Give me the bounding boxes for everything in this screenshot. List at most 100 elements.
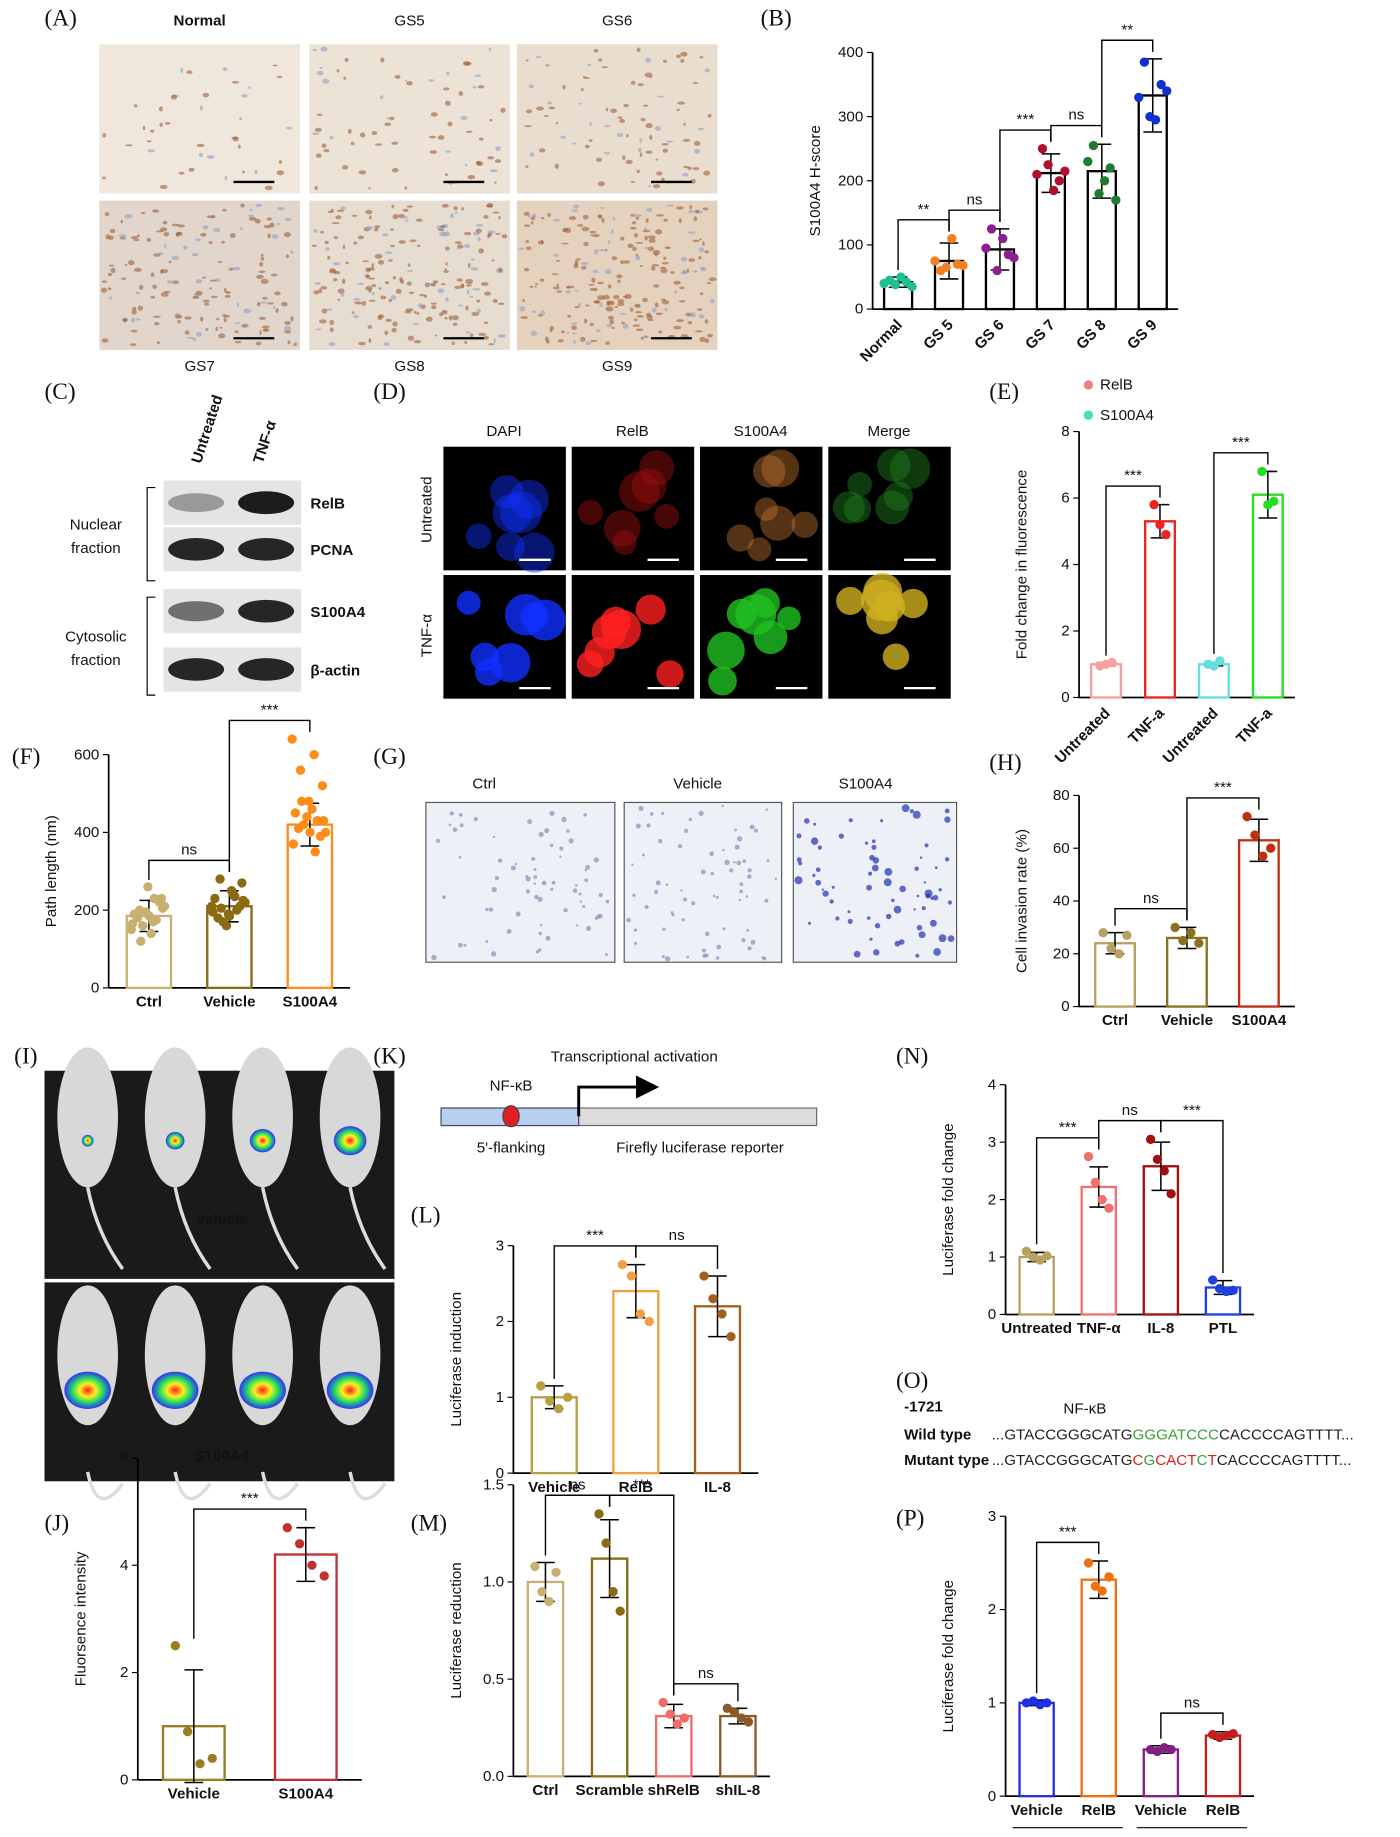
stain — [580, 87, 584, 92]
stain — [681, 918, 685, 922]
x-tick-label: RelB — [1206, 1802, 1241, 1819]
stain — [260, 278, 269, 285]
stain — [168, 260, 172, 264]
stain — [580, 336, 586, 343]
stain — [202, 92, 210, 98]
stain — [880, 819, 884, 823]
stain — [450, 213, 454, 219]
stain — [835, 916, 840, 921]
data-point — [288, 839, 299, 849]
stain — [707, 333, 713, 338]
data-point — [1106, 943, 1116, 954]
stain — [460, 115, 468, 121]
stain — [736, 836, 743, 842]
stain — [347, 128, 352, 134]
data-point — [1257, 466, 1267, 477]
significance-label: *** — [1124, 467, 1142, 484]
stain — [120, 277, 127, 280]
significance-bracket — [1213, 452, 1269, 654]
stain — [747, 946, 752, 951]
y-tick-label: 200 — [838, 172, 863, 189]
stain — [102, 133, 107, 138]
stain — [682, 897, 688, 902]
cell — [603, 509, 641, 547]
stain — [677, 844, 683, 849]
stain — [358, 341, 366, 346]
y-axis-label: Luciferase reduction — [448, 1562, 465, 1698]
stain — [336, 209, 345, 212]
stain — [630, 80, 636, 85]
data-point — [545, 1396, 555, 1406]
y-tick-label: 3 — [988, 1508, 996, 1525]
stain — [391, 204, 395, 209]
stain — [395, 288, 402, 295]
stain — [635, 255, 641, 261]
stain — [440, 224, 446, 229]
stain — [574, 289, 580, 292]
stain — [458, 812, 463, 817]
stain — [180, 67, 184, 74]
stain — [617, 298, 625, 304]
flank-label: 5'-flanking — [477, 1139, 546, 1156]
stain — [610, 108, 617, 114]
x-tick-label: RelB — [1081, 1802, 1116, 1819]
stain — [739, 889, 744, 894]
stain — [622, 155, 626, 161]
stain — [680, 58, 685, 63]
stain — [578, 892, 582, 896]
data-point — [1152, 1746, 1163, 1757]
stain — [635, 241, 644, 244]
significance-label: *** — [241, 1490, 259, 1507]
stain — [583, 318, 588, 324]
stain — [929, 919, 937, 927]
data-point — [295, 765, 306, 775]
stain — [260, 253, 264, 257]
stain — [164, 243, 167, 249]
stain — [924, 843, 929, 848]
stain — [662, 148, 668, 153]
stain — [431, 305, 437, 310]
stain — [766, 859, 770, 863]
data-point — [1083, 1558, 1094, 1568]
stain — [379, 95, 384, 100]
stain — [547, 101, 553, 105]
data-point — [736, 1713, 747, 1723]
stain — [698, 247, 705, 253]
stain — [573, 339, 576, 344]
stain — [686, 268, 690, 273]
stain — [425, 316, 433, 322]
stain — [916, 924, 923, 931]
stain — [495, 232, 501, 235]
stain — [101, 287, 108, 293]
stain — [538, 831, 544, 837]
stain — [700, 267, 705, 271]
stain — [680, 889, 683, 892]
stain — [121, 318, 129, 322]
stain — [688, 210, 695, 214]
y-axis-label: Luciferase fold change — [940, 1580, 957, 1733]
stain — [944, 808, 950, 814]
stain — [476, 299, 481, 303]
stain — [710, 298, 715, 304]
stain — [374, 228, 379, 232]
stain — [518, 247, 525, 251]
y-tick-label: 4 — [1061, 556, 1069, 573]
site-label: NF-κB — [490, 1078, 533, 1095]
fluorescence-image — [700, 446, 823, 571]
mouse — [348, 1471, 387, 1501]
stain — [428, 79, 435, 82]
y-tick-label: 0.5 — [483, 1671, 504, 1688]
panel-label: (P) — [896, 1506, 925, 1532]
stain — [539, 148, 546, 153]
stain — [692, 167, 700, 171]
stain — [465, 284, 472, 287]
data-point — [195, 1759, 205, 1769]
stain — [638, 147, 642, 153]
stain — [529, 285, 534, 288]
bar — [273, 1553, 338, 1782]
stain — [622, 323, 629, 329]
fluorescence-image — [443, 446, 566, 571]
stain — [101, 338, 109, 343]
stain — [329, 268, 336, 272]
stain — [371, 291, 375, 296]
